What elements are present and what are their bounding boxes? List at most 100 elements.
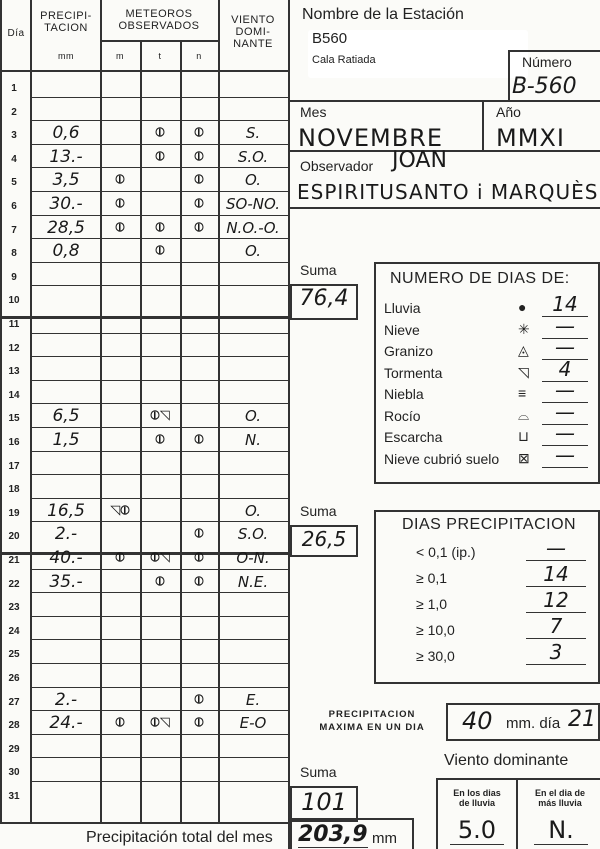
mes-label: Mes <box>300 104 327 120</box>
wind-cell <box>218 335 288 357</box>
t-cell <box>140 99 180 121</box>
precip-cell: 28,5 <box>47 217 85 238</box>
numero-label: Número <box>522 54 572 70</box>
weather-type-count: — <box>542 443 588 468</box>
table-row: 27 2.- ⦶ E. <box>0 688 290 712</box>
t-cell <box>140 523 180 545</box>
table-row: 25 <box>0 640 290 664</box>
n-cell <box>180 476 218 498</box>
n-cell <box>180 594 218 616</box>
n-cell <box>180 453 218 475</box>
day-number: 15 <box>8 413 20 425</box>
day-number: 24 <box>8 625 20 637</box>
threshold-label: ≥ 1,0 <box>416 596 448 612</box>
n-cell <box>180 736 218 758</box>
n-cell <box>180 75 218 97</box>
dias-precip-title: DIAS PRECIPITACION <box>402 516 577 533</box>
threshold-count: 14 <box>526 562 586 587</box>
n-cell <box>180 264 218 286</box>
table-row: 3 0,6 ⦶ ⦶ S. <box>0 121 290 145</box>
max-day: 21 <box>568 707 596 732</box>
numero-dias-title: NUMERO DE DIAS DE: <box>390 270 570 287</box>
weather-type-label: Escarcha <box>384 429 443 445</box>
table-row: 11 <box>0 310 290 334</box>
precip-cell <box>32 759 100 781</box>
dia-header: Día <box>7 28 25 39</box>
table-row: 30 <box>0 758 290 782</box>
m-cell-storm-rain-icon: ◹⦶ <box>110 502 130 518</box>
n-cell-rain-icon: ⦶ <box>194 691 204 707</box>
t-cell <box>140 358 180 380</box>
table-row: 16 1,5 ⦶ ⦶ N. <box>0 428 290 452</box>
weather-type-count: 14 <box>542 292 588 317</box>
n-cell <box>180 99 218 121</box>
day-number: 18 <box>8 484 20 496</box>
n-cell <box>180 335 218 357</box>
precip-cell <box>32 594 100 616</box>
weather-type-label: Tormenta <box>384 364 443 381</box>
table-row: 9 <box>0 263 290 287</box>
table-row: 13 <box>0 357 290 381</box>
day-number: 20 <box>8 531 20 543</box>
n-cell <box>180 358 218 380</box>
t-cell <box>140 594 180 616</box>
table-row: 20 2.- ⦶ S.O. <box>0 522 290 546</box>
max-unit: mm. día <box>506 715 561 732</box>
n-cell-rain-icon: ⦶ <box>194 550 204 565</box>
precip-cell: 35.- <box>49 571 83 592</box>
t-cell <box>140 193 180 215</box>
wind-cell: N. <box>245 431 261 449</box>
threshold-count: 12 <box>526 588 586 613</box>
threshold-label: < 0,1 (ip.) <box>416 544 476 560</box>
n-cell <box>180 240 218 262</box>
wind-cell <box>218 641 288 663</box>
observador-label: Observador <box>300 158 374 174</box>
weather-type-count: — <box>542 335 588 360</box>
m-cell <box>100 335 140 357</box>
wind-cell <box>218 264 288 286</box>
m-cell <box>100 240 140 262</box>
t-cell <box>140 783 180 805</box>
table-row: 6 30.- ⦶ ⦶ SO-NO. <box>0 192 290 216</box>
n-cell-rain-icon: ⦶ <box>194 219 204 235</box>
m-cell <box>100 641 140 663</box>
precip-cell: 6,5 <box>52 406 80 427</box>
n-cell-rain-icon: ⦶ <box>194 573 204 589</box>
viento-lluvia-label: En los dias de lluvia <box>453 788 501 808</box>
table-row: 22 35.- ⦶ ⦶ N.E. <box>0 570 290 594</box>
m-header: m <box>116 51 124 61</box>
wind-cell <box>218 453 288 475</box>
n-cell-rain-icon: ⦶ <box>194 196 204 211</box>
table-row: 15 6,5 ⦶◹ O. <box>0 404 290 428</box>
day-number: 19 <box>8 507 20 519</box>
m-cell <box>100 382 140 404</box>
m-cell <box>100 75 140 97</box>
precip-cell <box>32 476 100 498</box>
wind-cell <box>218 75 288 97</box>
precip-cell <box>32 99 100 121</box>
weather-type-label: Rocío <box>384 407 421 424</box>
precip-cell: 3,5 <box>52 170 80 191</box>
m-cell <box>100 736 140 758</box>
wind-cell <box>218 476 288 498</box>
table-row: 10 <box>0 286 290 310</box>
t-cell-rain-storm-icon: ⦶◹ <box>150 550 170 565</box>
numero-dias-box: NUMERO DE DIAS DE: Lluvia ● 14 Nieve ✳ — Grani… <box>374 262 600 484</box>
max-label: PRECIPITACION MAXIMA EN UN DIA <box>319 709 425 733</box>
wind-cell <box>218 665 288 687</box>
m-cell <box>100 264 140 286</box>
precip-cell: 2.- <box>54 524 78 545</box>
day-number: 2 <box>11 106 17 118</box>
observador-name1: JOAN <box>392 148 447 173</box>
day-number: 14 <box>8 389 20 401</box>
total-box: 203,9 mm <box>290 818 414 849</box>
t-cell-rain-storm-icon: ⦶◹ <box>150 408 170 424</box>
m-cell <box>100 99 140 121</box>
t-cell-rain-icon: ⦶ <box>155 573 165 589</box>
m-cell-rain-icon: ⦶ <box>115 172 125 188</box>
day-number: 10 <box>8 295 20 307</box>
table-row: 5 3,5 ⦶ ⦶ O. <box>0 168 290 192</box>
t-cell <box>140 665 180 687</box>
wind-cell <box>218 311 288 333</box>
n-cell-rain-icon: ⦶ <box>194 432 204 447</box>
